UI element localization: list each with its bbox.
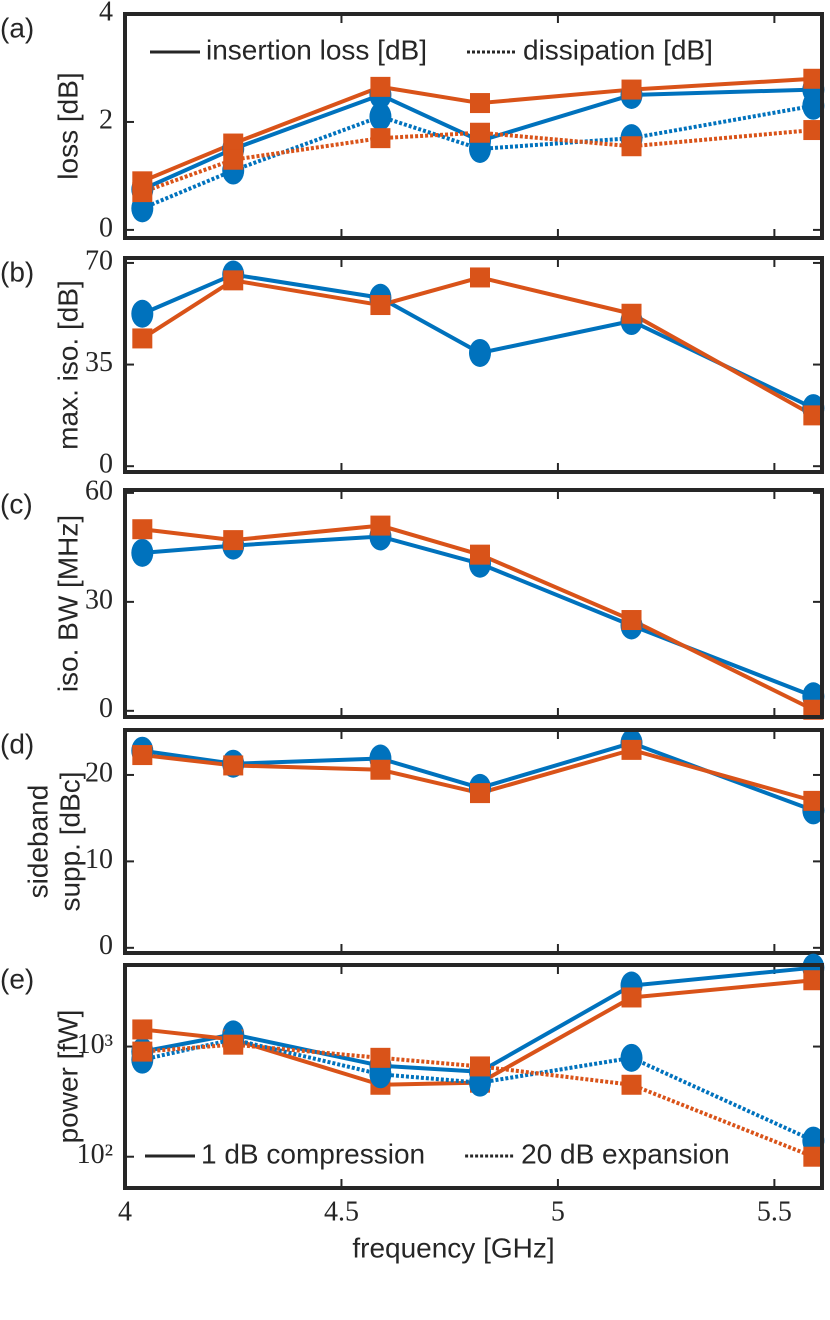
- marker: [369, 102, 392, 131]
- marker: [132, 1019, 153, 1040]
- series-line: [141, 272, 815, 410]
- marker: [803, 68, 824, 89]
- marker: [802, 91, 825, 120]
- marker: [223, 755, 244, 776]
- x-tick-label: 5: [551, 1196, 565, 1227]
- marker: [469, 122, 490, 143]
- y-tick-label: 60: [85, 475, 113, 506]
- panel-label: (a): [0, 12, 34, 43]
- marker: [621, 79, 642, 100]
- series-line: [141, 275, 815, 418]
- marker: [131, 538, 154, 567]
- y-tick-label: 30: [85, 584, 113, 615]
- panel-label: (b): [0, 256, 34, 287]
- series-line: [141, 103, 814, 211]
- series-line: [141, 1037, 815, 1143]
- marker: [223, 530, 244, 551]
- marker: [223, 149, 244, 170]
- marker: [803, 970, 824, 991]
- y-axis-label: loss [dB]: [52, 72, 83, 179]
- series-line: [141, 128, 814, 195]
- y-axis-label: power [fW]: [52, 1010, 83, 1144]
- marker: [803, 120, 824, 141]
- legend-label: 20 dB expansion: [521, 1138, 730, 1169]
- axes-box: [123, 256, 824, 474]
- axes-box: [123, 963, 824, 1190]
- y-axis-label: max. iso. [dB]: [52, 280, 83, 450]
- legend-label: dissipation [dB]: [523, 34, 713, 65]
- marker: [223, 1034, 244, 1055]
- legend-label: insertion loss [dB]: [206, 34, 427, 65]
- marker: [803, 699, 824, 720]
- panel-label: (e): [0, 963, 34, 994]
- axes-box: [123, 488, 824, 719]
- panel-label: (c): [0, 488, 33, 519]
- series-line: [142, 1042, 815, 1159]
- series-line: [141, 87, 814, 192]
- marker: [469, 783, 490, 804]
- marker: [621, 1074, 642, 1095]
- x-axis-label: frequency [GHz]: [352, 1232, 554, 1263]
- panel-label: (d): [0, 728, 34, 759]
- y-axis-label: sideband: [22, 785, 53, 899]
- y-tick-label: 10: [85, 844, 113, 875]
- marker: [469, 1056, 490, 1077]
- marker: [469, 544, 490, 565]
- marker: [469, 267, 490, 288]
- series-line: [142, 523, 815, 712]
- series-line: [142, 740, 815, 813]
- marker: [621, 739, 642, 760]
- y-tick-label: 20: [85, 757, 113, 788]
- axes-box: [123, 728, 824, 955]
- marker: [620, 1043, 643, 1072]
- y-tick-label: 10²: [77, 1139, 113, 1170]
- marker: [621, 987, 642, 1008]
- marker: [621, 303, 642, 324]
- y-axis-label: supp. [dBc]: [54, 771, 85, 911]
- series-line: [142, 747, 814, 803]
- marker: [621, 610, 642, 631]
- marker: [370, 295, 391, 316]
- series-line: [141, 76, 814, 184]
- marker: [132, 182, 153, 203]
- marker: [132, 745, 153, 766]
- x-tick-label: 4: [118, 1196, 132, 1227]
- x-tick-label: 4.5: [324, 1196, 359, 1227]
- marker: [370, 76, 391, 97]
- marker: [370, 515, 391, 536]
- y-tick-label: 35: [85, 347, 113, 378]
- y-tick-label: 4: [99, 0, 113, 27]
- marker: [131, 299, 154, 328]
- y-tick-label: 10³: [77, 1029, 113, 1060]
- marker: [223, 270, 244, 291]
- axes-box: [123, 12, 824, 240]
- series-line: [142, 534, 815, 699]
- marker: [621, 136, 642, 157]
- y-tick-label: 0: [99, 449, 113, 480]
- marker: [223, 133, 244, 154]
- y-tick-label: 2: [99, 104, 113, 135]
- y-tick-label: 0: [99, 212, 113, 243]
- y-tick-label: 70: [85, 245, 113, 276]
- marker: [370, 759, 391, 780]
- marker: [469, 93, 490, 114]
- marker: [370, 1047, 391, 1068]
- y-tick-label: 0: [99, 693, 113, 724]
- marker: [132, 519, 153, 540]
- marker: [468, 338, 491, 367]
- y-tick-label: 0: [99, 930, 113, 961]
- series-line: [142, 978, 814, 1087]
- marker: [132, 1041, 153, 1062]
- marker: [803, 790, 824, 811]
- series-line: [141, 965, 814, 1074]
- marker: [370, 128, 391, 149]
- marker: [132, 328, 153, 349]
- y-axis-label: iso. BW [MHz]: [52, 515, 83, 692]
- marker: [803, 1146, 824, 1167]
- x-tick-label: 5.5: [757, 1196, 792, 1227]
- legend-label: 1 dB compression: [201, 1138, 425, 1169]
- marker: [803, 405, 824, 426]
